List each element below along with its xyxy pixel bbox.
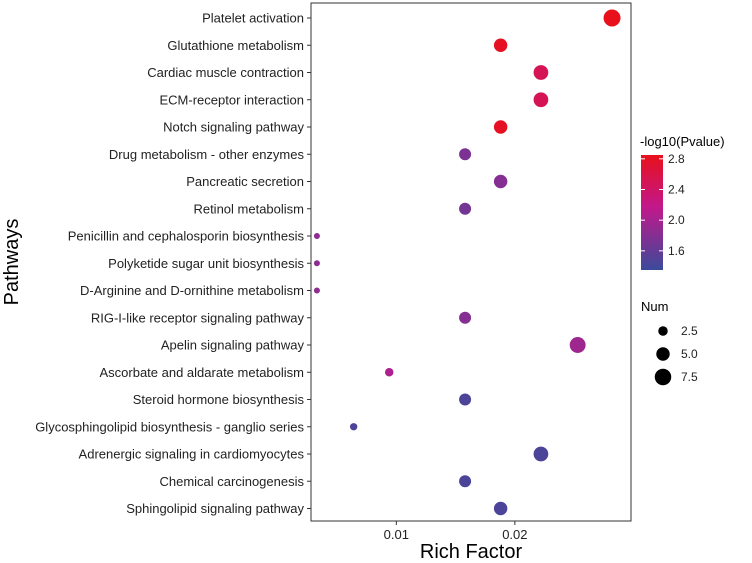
data-point bbox=[493, 501, 508, 516]
colorbar-tick-label: 2.4 bbox=[668, 183, 685, 197]
colorbar-tick-label: 1.6 bbox=[668, 244, 685, 258]
colorbar-tick-label: 2.0 bbox=[668, 213, 685, 227]
y-tick-label: Platelet activation bbox=[202, 11, 304, 26]
data-point bbox=[533, 92, 549, 108]
data-point bbox=[313, 287, 320, 294]
data-point bbox=[459, 393, 472, 406]
y-tick-label: Pancreatic secretion bbox=[186, 174, 304, 189]
y-tick-label: Polyketide sugar unit biosynthesis bbox=[108, 256, 304, 271]
data-point bbox=[349, 423, 358, 431]
y-tick-label: Chemical carcinogenesis bbox=[159, 474, 304, 489]
y-tick-label: Ascorbate and aldarate metabolism bbox=[99, 365, 304, 380]
y-axis: Platelet activation Glutathione metabolis… bbox=[35, 11, 311, 516]
size-legend-label: 2.5 bbox=[681, 324, 698, 338]
color-legend-title: -log10(Pvalue) bbox=[640, 134, 725, 149]
size-legend-title: Num bbox=[641, 299, 668, 314]
color-legend-bar bbox=[641, 155, 663, 270]
y-axis-title: Pathways bbox=[1, 219, 23, 306]
x-axis: 0.01 0.02 bbox=[384, 521, 528, 542]
colorbar-tick-label: 2.8 bbox=[668, 152, 685, 166]
data-point bbox=[459, 311, 472, 324]
data-point bbox=[313, 260, 320, 267]
data-point bbox=[533, 446, 549, 462]
y-tick-label: Drug metabolism - other enzymes bbox=[109, 147, 305, 162]
data-point bbox=[569, 337, 586, 353]
y-tick-label: Penicillin and cephalosporin biosynthesi… bbox=[68, 229, 305, 244]
data-point bbox=[603, 9, 621, 27]
x-axis-title: Rich Factor bbox=[420, 541, 523, 563]
x-tick-label: 0.02 bbox=[502, 527, 527, 542]
x-tick-label: 0.01 bbox=[384, 527, 409, 542]
data-point bbox=[493, 38, 508, 52]
y-tick-label: Cardiac muscle contraction bbox=[147, 65, 304, 80]
points-layer bbox=[313, 9, 621, 516]
data-point bbox=[493, 174, 508, 189]
y-tick-label: Steroid hormone biosynthesis bbox=[133, 392, 305, 407]
y-tick-label: Glycosphingolipid biosynthesis - ganglio… bbox=[35, 419, 304, 434]
size-legend: Num 2.5 5.0 7.5 bbox=[641, 299, 698, 386]
data-point bbox=[313, 232, 320, 240]
y-tick-label: Glutathione metabolism bbox=[167, 38, 304, 53]
size-legend-dot bbox=[658, 326, 668, 336]
color-legend: -log10(Pvalue) 1.6 2.0 2.4 2.8 bbox=[640, 134, 725, 270]
data-point bbox=[459, 148, 472, 161]
size-legend-dot bbox=[656, 347, 670, 361]
data-point bbox=[459, 202, 472, 215]
plot-panel bbox=[310, 2, 632, 522]
y-tick-label: Sphingolipid signaling pathway bbox=[126, 501, 304, 516]
y-tick-label: Retinol metabolism bbox=[193, 201, 304, 216]
size-legend-label: 7.5 bbox=[681, 370, 698, 384]
data-point bbox=[384, 368, 394, 377]
data-point bbox=[459, 475, 472, 488]
y-tick-label: Adrenergic signaling in cardiomyocytes bbox=[79, 447, 305, 462]
data-point bbox=[493, 120, 508, 134]
y-tick-label: RIG-I-like receptor signaling pathway bbox=[91, 310, 305, 325]
y-tick-label: ECM-receptor interaction bbox=[160, 92, 305, 107]
y-tick-label: Notch signaling pathway bbox=[163, 120, 304, 135]
size-legend-label: 5.0 bbox=[681, 347, 698, 361]
size-legend-dot bbox=[654, 368, 672, 386]
data-point bbox=[533, 65, 549, 80]
y-tick-label: D-Arginine and D-ornithine metabolism bbox=[80, 283, 304, 298]
y-tick-label: Apelin signaling pathway bbox=[161, 338, 305, 353]
